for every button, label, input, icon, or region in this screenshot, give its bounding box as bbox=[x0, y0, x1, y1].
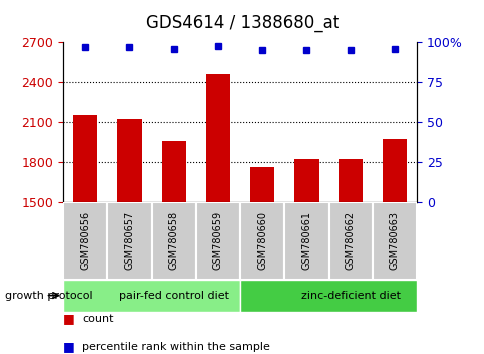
Bar bbox=[240, 202, 284, 280]
Bar bbox=[151, 202, 196, 280]
Bar bbox=[382, 139, 406, 202]
Bar bbox=[205, 74, 229, 202]
Bar bbox=[284, 202, 328, 280]
Text: ■: ■ bbox=[63, 341, 75, 353]
Text: GDS4614 / 1388680_at: GDS4614 / 1388680_at bbox=[146, 14, 338, 32]
Bar bbox=[294, 159, 318, 202]
Text: GSM780663: GSM780663 bbox=[389, 211, 399, 270]
Text: ■: ■ bbox=[63, 312, 75, 325]
Bar bbox=[338, 159, 362, 202]
Bar bbox=[63, 202, 107, 280]
Bar bbox=[328, 202, 372, 280]
Bar bbox=[107, 202, 151, 280]
Text: GSM780659: GSM780659 bbox=[212, 211, 223, 270]
Text: GSM780657: GSM780657 bbox=[124, 211, 134, 270]
Text: zinc-deficient diet: zinc-deficient diet bbox=[300, 291, 400, 301]
Text: growth protocol: growth protocol bbox=[5, 291, 92, 301]
Bar bbox=[117, 119, 141, 202]
Text: GSM780661: GSM780661 bbox=[301, 211, 311, 270]
Bar bbox=[196, 202, 240, 280]
Text: GSM780662: GSM780662 bbox=[345, 211, 355, 270]
Bar bbox=[161, 141, 185, 202]
Bar bbox=[240, 280, 416, 312]
Bar bbox=[372, 202, 416, 280]
Bar bbox=[73, 115, 97, 202]
Text: pair-fed control diet: pair-fed control diet bbox=[119, 291, 228, 301]
Text: GSM780656: GSM780656 bbox=[80, 211, 90, 270]
Bar bbox=[63, 280, 240, 312]
Text: GSM780660: GSM780660 bbox=[257, 211, 267, 270]
Text: count: count bbox=[82, 314, 114, 324]
Bar bbox=[250, 167, 274, 202]
Text: percentile rank within the sample: percentile rank within the sample bbox=[82, 342, 270, 352]
Text: GSM780658: GSM780658 bbox=[168, 211, 178, 270]
